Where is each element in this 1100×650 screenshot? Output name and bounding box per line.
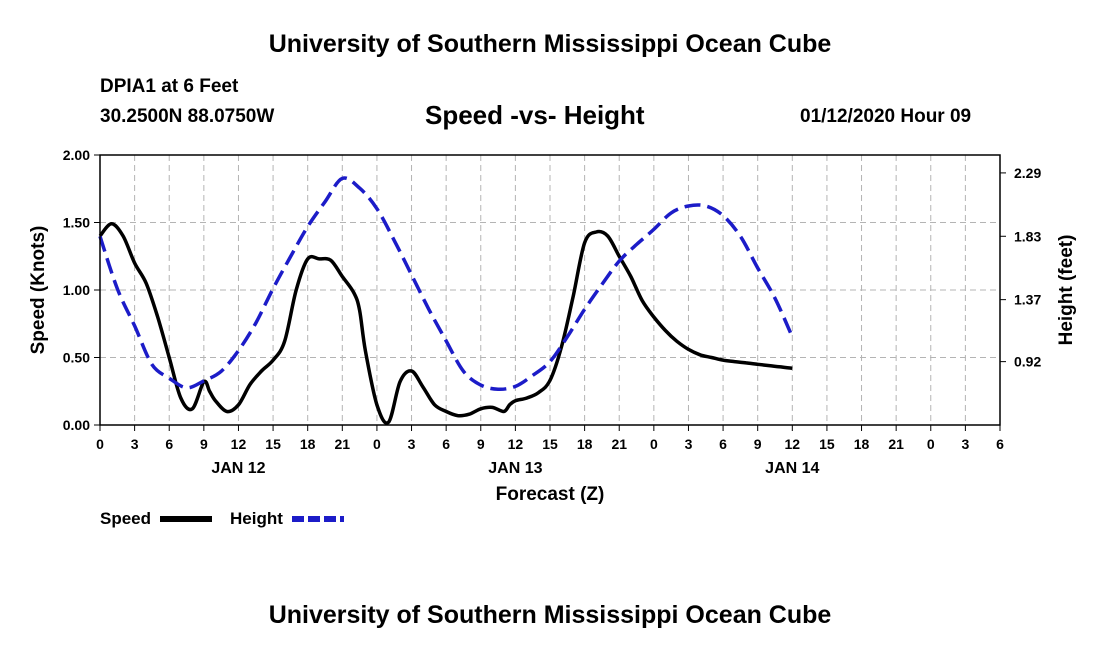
x-tick-label: 0 [650,436,658,452]
x-tick-label: 6 [996,436,1004,452]
legend-height-label: Height [230,509,283,528]
y-right-tick-label: 0.92 [1014,354,1041,370]
x-tick-label: 15 [819,436,835,452]
x-tick-label: 6 [719,436,727,452]
y-left-tick-label: 0.50 [63,350,90,366]
date-label: JAN 14 [765,460,819,477]
footer-title: University of Southern Mississippi Ocean… [268,601,832,629]
x-tick-label: 3 [131,436,139,452]
x-tick-label: 21 [335,436,351,452]
x-tick-label: 0 [373,436,381,452]
y-right-tick-label: 1.37 [1014,292,1041,308]
x-tick-label: 18 [577,436,593,452]
x-tick-label: 9 [200,436,208,452]
y-axis-right-label: Height (feet) [1056,235,1077,346]
page-title: University of Southern Mississippi Ocean… [268,30,832,58]
x-tick-label: 21 [888,436,904,452]
axes: 0 3 6 9 12 15 18 21 0 3 6 9 12 15 18 21 0 3 6 9 12 15 18 21 0 3 6 J… [63,147,1042,477]
x-tick-label: 15 [265,436,281,452]
y-right-tick-label: 1.83 [1014,228,1041,244]
x-tick-label: 12 [231,436,247,452]
x-tick-label: 3 [685,436,693,452]
station-name: DPIA1 at 6 Feet [100,76,239,97]
x-tick-label: 18 [854,436,870,452]
x-tick-label: 6 [442,436,450,452]
date-label: JAN 13 [488,460,542,477]
y-left-tick-label: 2.00 [63,147,90,163]
x-tick-label: 0 [96,436,104,452]
x-tick-label: 6 [165,436,173,452]
y-axis-left-label: Speed (Knots) [28,226,49,355]
legend-speed-label: Speed [100,509,151,528]
chart-title: Speed -vs- Height [425,100,645,130]
x-tick-label: 9 [477,436,485,452]
x-tick-label: 18 [300,436,316,452]
legend: Speed Height [100,509,344,528]
x-tick-label: 9 [754,436,762,452]
station-coordinates: 30.2500N 88.0750W [100,106,275,127]
x-tick-label: 15 [542,436,558,452]
x-tick-label: 0 [927,436,935,452]
series-layer [98,176,794,425]
x-tick-label: 3 [961,436,969,452]
x-tick-label: 21 [611,436,627,452]
y-left-tick-label: 1.00 [63,282,90,298]
y-left-tick-label: 0.00 [63,417,90,433]
y-left-tick-label: 1.50 [63,215,90,231]
x-tick-label: 12 [508,436,524,452]
date-label: JAN 12 [211,460,265,477]
x-tick-label: 3 [408,436,416,452]
grid [100,155,1000,425]
x-axis-label: Forecast (Z) [496,484,605,505]
x-tick-label: 12 [785,436,801,452]
forecast-datetime: 01/12/2020 Hour 09 [800,106,972,127]
y-right-tick-label: 2.29 [1014,165,1041,181]
speed-series-line [98,222,793,425]
height-series-line [98,176,794,391]
